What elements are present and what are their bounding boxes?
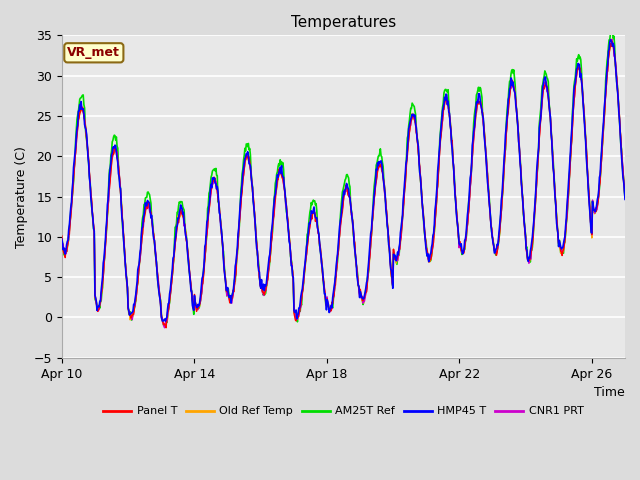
Text: VR_met: VR_met bbox=[67, 46, 120, 60]
Legend: Panel T, Old Ref Temp, AM25T Ref, HMP45 T, CNR1 PRT: Panel T, Old Ref Temp, AM25T Ref, HMP45 … bbox=[99, 402, 588, 421]
Y-axis label: Temperature (C): Temperature (C) bbox=[15, 145, 28, 248]
Title: Temperatures: Temperatures bbox=[291, 15, 396, 30]
X-axis label: Time: Time bbox=[595, 386, 625, 399]
